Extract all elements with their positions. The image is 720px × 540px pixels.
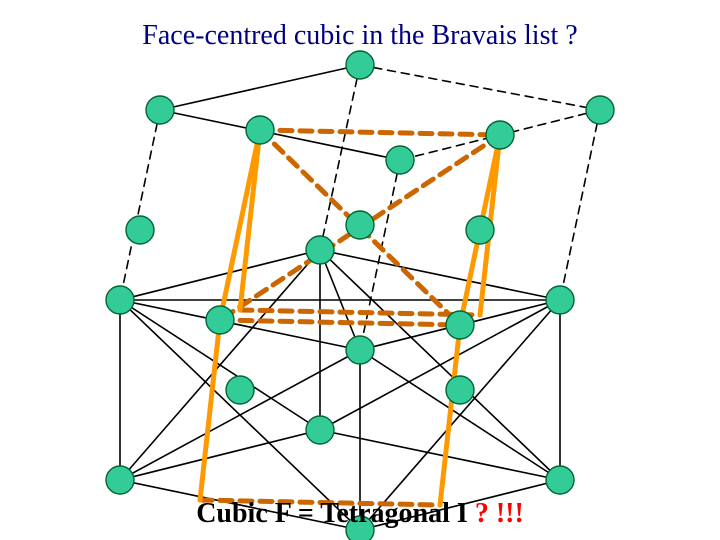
- diagram-stage: { "title": { "text": "Face-centred cubic…: [0, 0, 720, 540]
- caption-text: Cubic F = Tetragonal I ? !!!: [0, 498, 720, 530]
- caption-prefix: Cubic F = Tetragonal I: [196, 498, 475, 529]
- caption-emph: ? !!!: [475, 498, 524, 529]
- lattice-svg: [0, 0, 720, 540]
